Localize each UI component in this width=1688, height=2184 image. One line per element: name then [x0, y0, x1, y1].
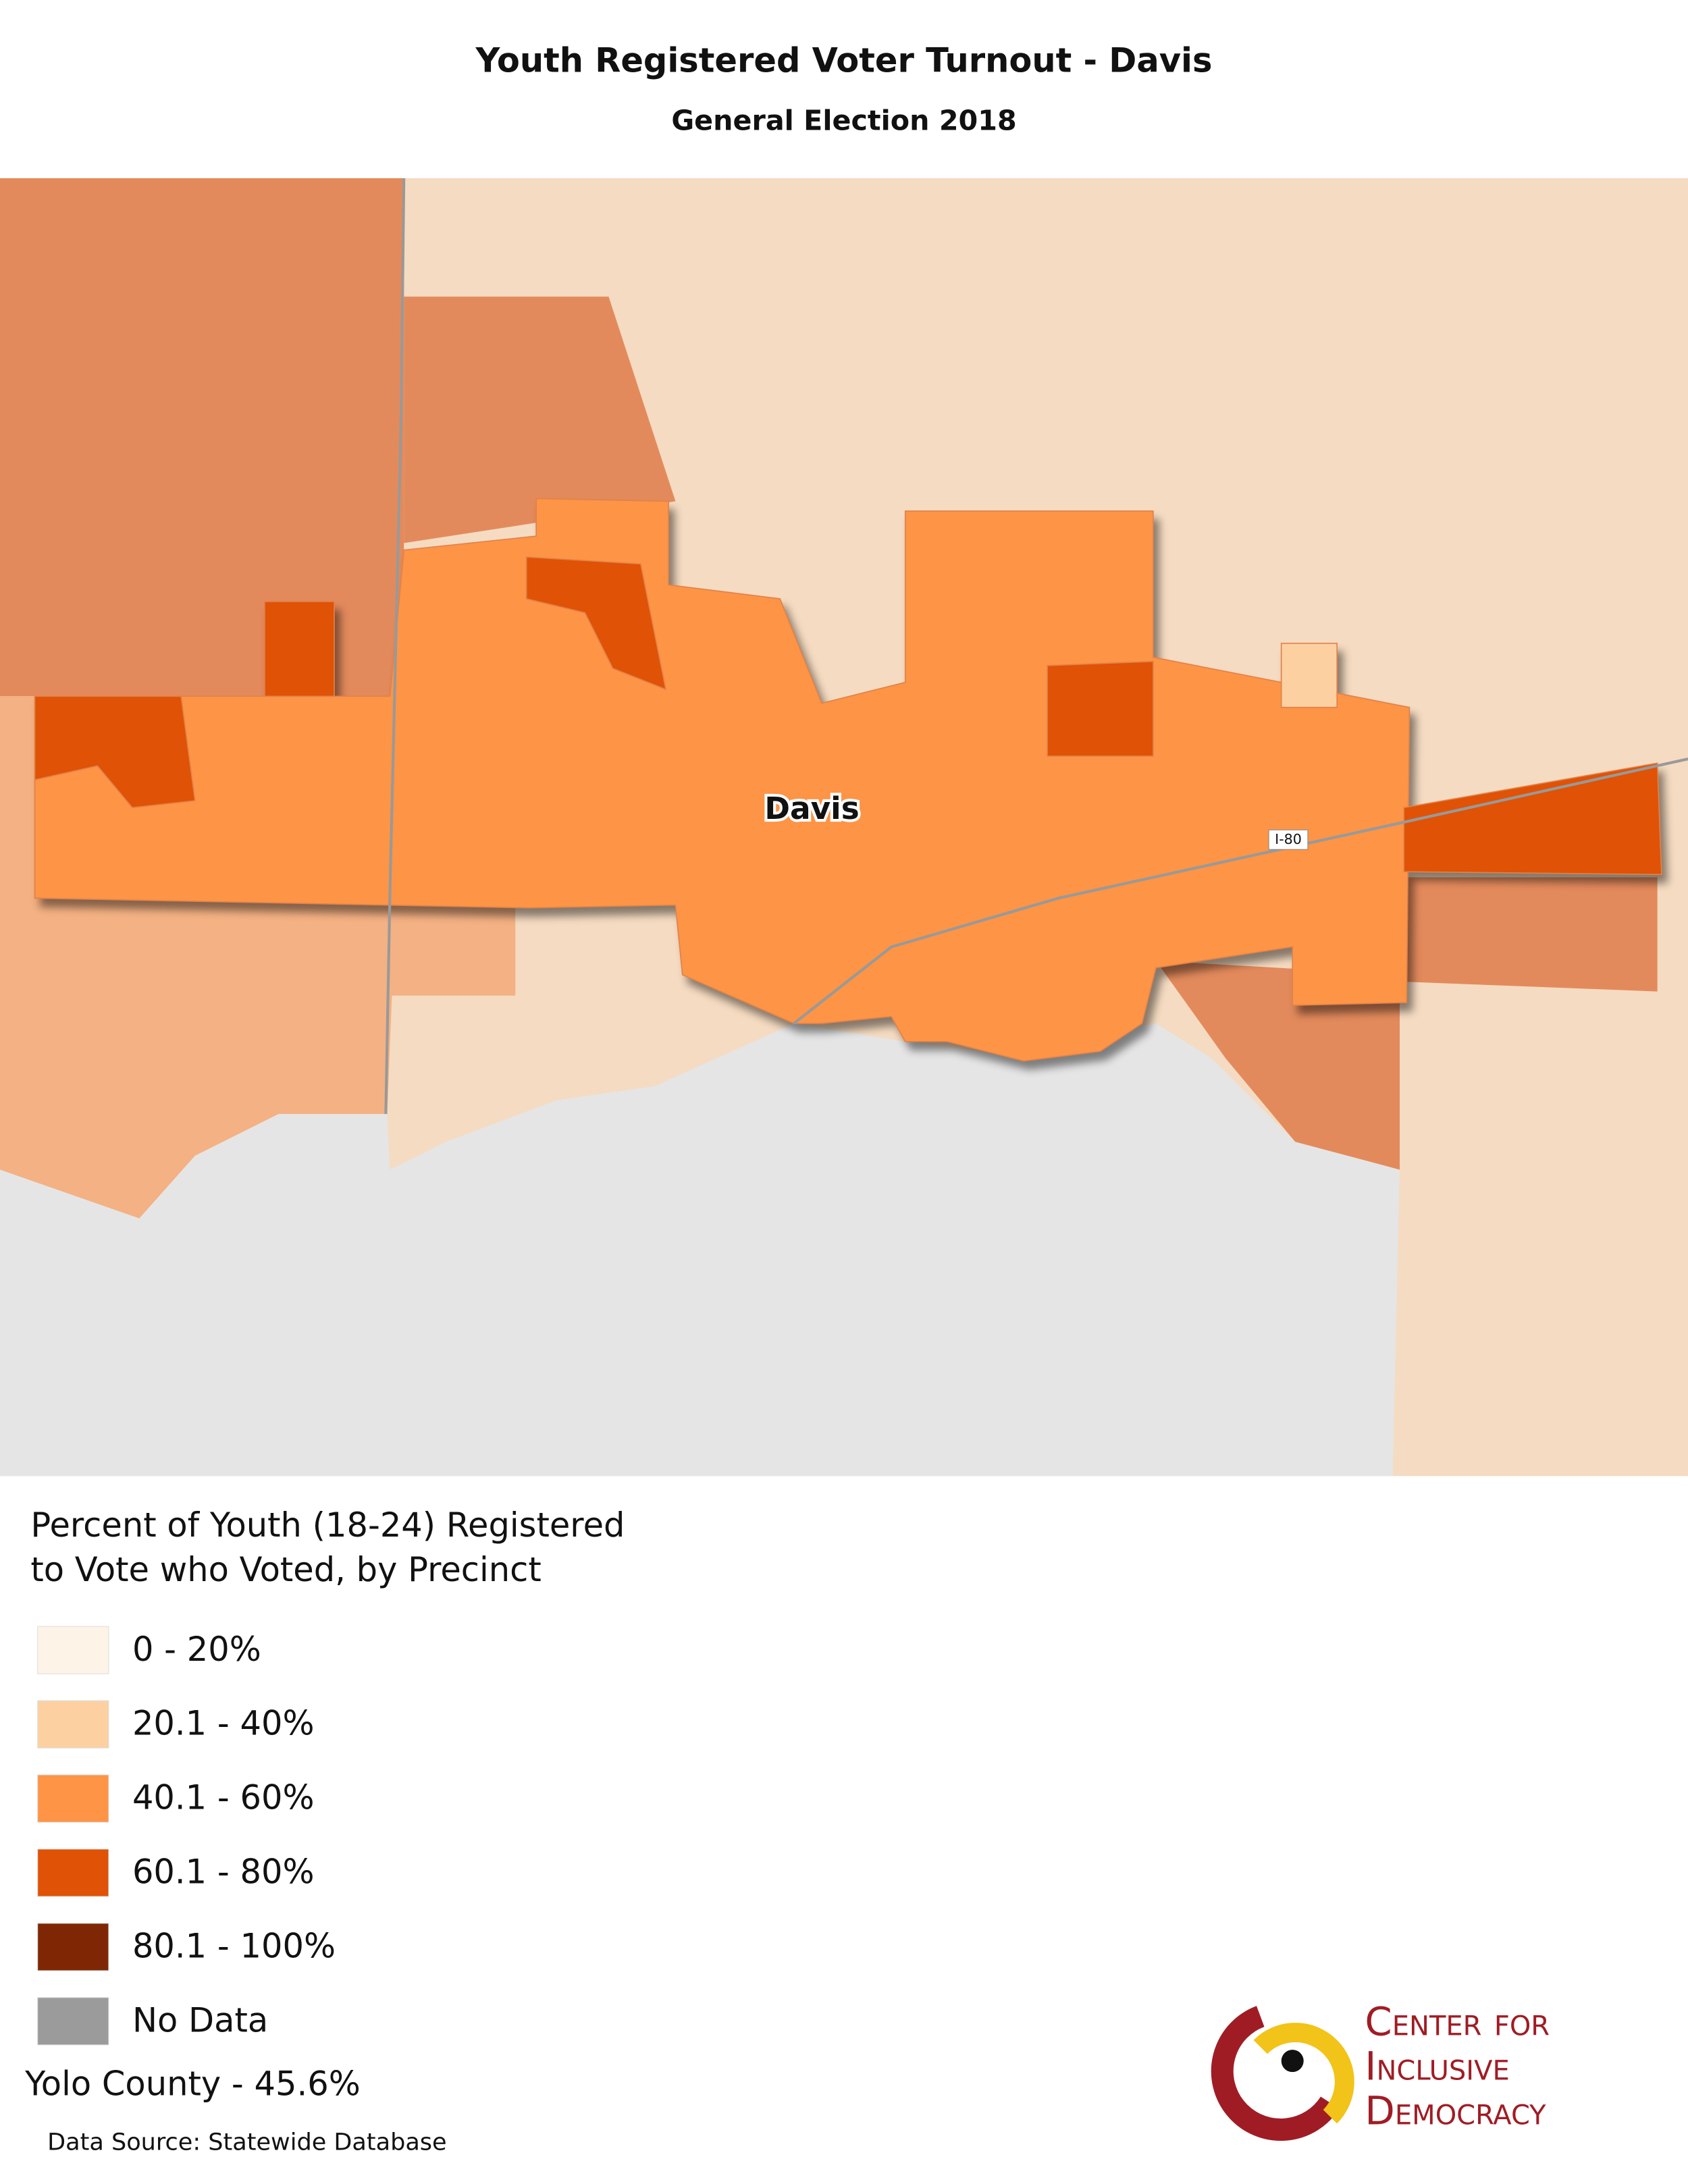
logo-arc: [1253, 2023, 1354, 2124]
logo-text: Democracy: [1365, 2088, 1546, 2134]
highway: [793, 757, 1688, 1025]
map: Davis I-80: [0, 178, 1688, 1476]
legend: 0 - 20% 20.1 - 40% 40.1 - 60% 60.1 - 80% 80.…: [37, 1626, 336, 2046]
legend-label: 0 - 20%: [132, 1630, 261, 1669]
region: [390, 905, 516, 996]
region: [1156, 961, 1400, 1170]
legend-title: to Vote who Voted, by Precinct: [30, 1550, 541, 1589]
logo: Center for Inclusive Democracy: [1211, 1999, 1550, 2141]
logo-text: Inclusive: [1365, 2044, 1509, 2089]
logo-arc: [1211, 2006, 1340, 2141]
region: [0, 1023, 1400, 1476]
city-label: Davis: [764, 791, 859, 826]
road: [384, 178, 406, 1115]
county-note: Yolo County - 45.6%: [24, 2064, 361, 2103]
legend-label: 60.1 - 80%: [132, 1853, 315, 1892]
legend-label: 20.1 - 40%: [132, 1704, 315, 1743]
legend-swatch: [37, 1700, 109, 1749]
subtitle: General Election 2018: [671, 105, 1016, 137]
legend-swatch: [37, 1626, 109, 1674]
legend-label: 40.1 - 60%: [132, 1778, 315, 1817]
legend-title: Percent of Youth (18-24) Registered: [30, 1506, 625, 1545]
data-source: Data Source: Statewide Database: [47, 2128, 446, 2156]
region: [0, 178, 404, 697]
legend-swatch: [37, 1997, 109, 2046]
region: [1404, 877, 1658, 992]
legend-label: 80.1 - 100%: [132, 1927, 336, 1966]
legend-label: No Data: [132, 2000, 268, 2040]
highway-shield: [1268, 829, 1309, 850]
legend-swatch: [37, 1774, 109, 1823]
legend-swatch: [37, 1848, 109, 1897]
logo-text: Center for: [1365, 1999, 1550, 2045]
region: [404, 296, 676, 543]
title: Youth Registered Voter Turnout - Davis: [475, 41, 1213, 80]
highway-label: I-80: [1275, 831, 1302, 847]
logo-dot: [1281, 2050, 1304, 2073]
legend-swatch: [37, 1923, 109, 1971]
